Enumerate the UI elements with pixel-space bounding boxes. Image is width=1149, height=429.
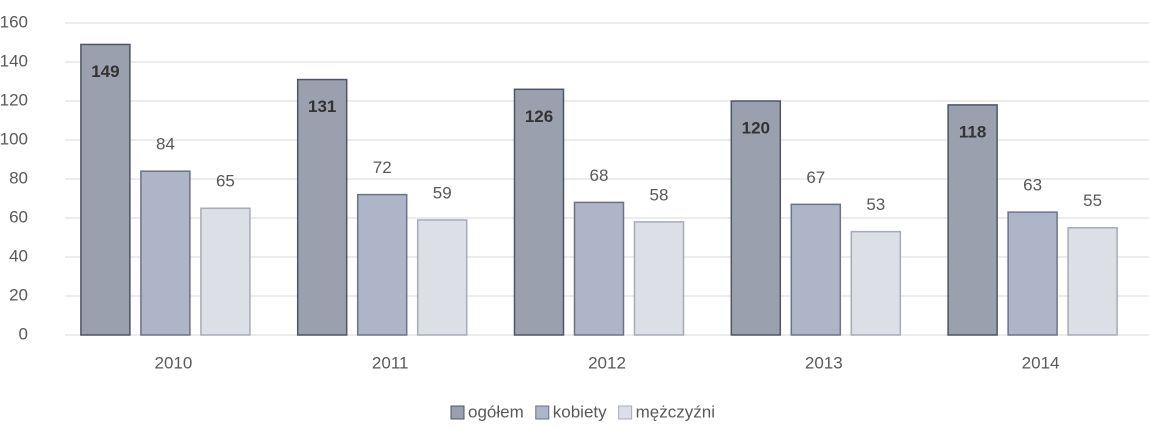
bar (1007, 211, 1058, 336)
bar (573, 201, 625, 336)
legend-label: mężczyźni (636, 402, 715, 421)
bar (356, 193, 408, 336)
bar (730, 100, 782, 336)
data-label: 63 (1023, 176, 1042, 195)
bar (1067, 227, 1118, 336)
bar (416, 219, 468, 336)
bar (633, 221, 685, 336)
data-label: 149 (91, 62, 119, 81)
y-tick-label: 40 (9, 246, 28, 265)
y-tick-label: 160 (0, 12, 28, 31)
data-label: 120 (742, 118, 770, 137)
data-label: 65 (216, 172, 235, 191)
legend-swatch (535, 405, 550, 420)
x-tick-label: 2013 (805, 353, 843, 372)
x-tick-label: 2012 (588, 353, 626, 372)
legend-swatch (618, 405, 633, 420)
data-label: 84 (156, 135, 175, 154)
y-tick-label: 140 (0, 51, 28, 70)
bar (513, 88, 565, 336)
bar (850, 230, 902, 336)
y-tick-label: 120 (0, 90, 28, 109)
bar (80, 43, 131, 336)
data-label: 118 (959, 122, 986, 141)
data-label: 55 (1083, 191, 1102, 210)
bar (140, 170, 191, 336)
y-tick-label: 60 (9, 207, 28, 226)
bar (790, 203, 842, 336)
x-tick-label: 2010 (154, 353, 192, 372)
legend-label: ogółem (468, 402, 524, 421)
legend-label: kobiety (553, 402, 607, 421)
y-tick-label: 20 (9, 285, 28, 304)
bar (296, 78, 348, 336)
bar (947, 104, 998, 336)
x-tick-label: 2014 (1022, 353, 1060, 372)
y-tick-label: 100 (0, 129, 28, 148)
data-label: 53 (866, 195, 885, 214)
data-label: 72 (373, 158, 392, 177)
data-label: 126 (525, 107, 553, 126)
x-tick-label: 2011 (372, 353, 409, 372)
data-label: 58 (650, 185, 669, 204)
y-tick-label: 0 (19, 324, 28, 343)
data-label: 68 (590, 166, 609, 185)
data-label: 131 (308, 97, 336, 116)
legend-swatch (450, 405, 465, 420)
data-label: 67 (806, 168, 825, 187)
bar (200, 207, 251, 336)
y-tick-label: 80 (9, 168, 28, 187)
data-label: 59 (433, 183, 452, 202)
